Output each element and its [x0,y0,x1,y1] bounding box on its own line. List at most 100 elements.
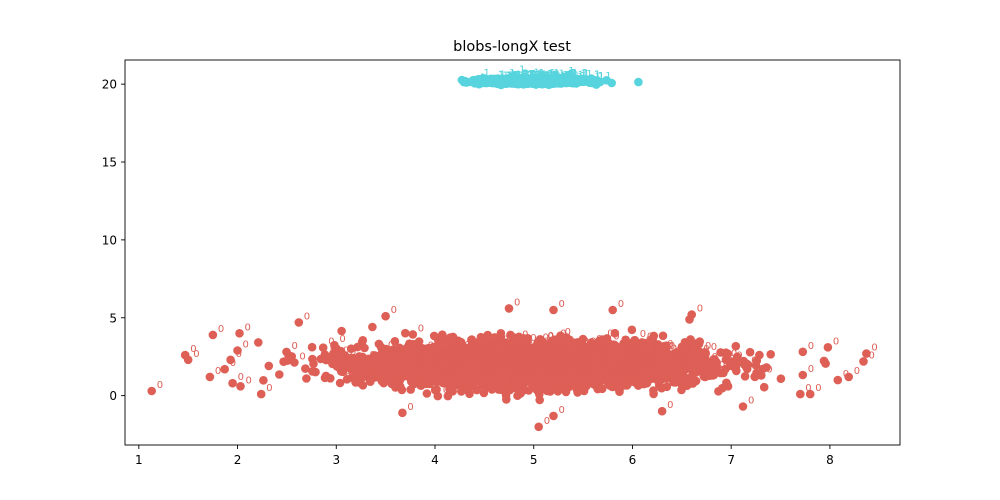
point-label: 0 [713,356,719,367]
data-point [714,387,723,396]
point-label: 0 [342,355,348,366]
data-point [275,370,284,379]
point-label: 0 [647,331,653,342]
point-label: 0 [579,367,585,378]
data-point [235,329,244,338]
data-point [365,369,375,379]
data-point [627,325,637,335]
data-point [798,370,808,380]
point-label: 0 [617,376,623,387]
point-label: 0 [413,354,419,365]
point-label: 0 [833,336,839,347]
point-label: 0 [578,349,584,360]
data-point [766,350,775,359]
point-label: 0 [646,355,652,366]
point-label: 0 [701,370,707,381]
point-label: 0 [654,342,660,353]
point-label: 0 [871,343,877,354]
point-label: 0 [522,370,528,381]
data-point [395,382,405,391]
data-point [534,422,543,432]
data-point [406,385,416,394]
point-label: 0 [671,344,677,355]
point-label: 0 [511,369,517,380]
point-label: 0 [432,345,438,356]
point-label: 0 [843,369,849,380]
point-label: 0 [328,337,334,348]
data-point [401,328,410,338]
chart-title: blobs-longX test [453,39,571,55]
point-label: 0 [215,366,221,377]
data-point [282,347,291,357]
point-label: 0 [703,344,709,355]
point-label: 0 [443,385,449,396]
point-label: 0 [697,304,703,315]
data-point [732,366,741,376]
data-point [759,382,769,392]
data-point [422,389,432,398]
data-point [798,347,808,357]
point-label: 0 [292,341,298,352]
point-label: 0 [404,349,410,360]
data-point [408,330,418,339]
data-point [374,339,384,349]
point-label: 0 [431,372,437,383]
point-label: 0 [230,358,236,369]
point-label: 0 [808,341,814,352]
point-label: 0 [245,322,251,333]
data-point [381,311,390,321]
point-label: 0 [668,365,674,376]
point-label: 0 [365,354,371,365]
point-label: 0 [690,359,696,370]
data-point [776,374,786,384]
point-label: 0 [854,366,860,377]
point-label: 0 [766,364,772,375]
data-point [308,367,317,376]
data-point [487,385,497,394]
data-point [228,378,237,388]
point-label: 0 [502,360,508,371]
data-point [316,354,326,364]
data-point [722,378,731,388]
data-point [236,382,245,391]
point-label: 0 [246,375,252,386]
point-label: 0 [606,368,612,379]
point-label: 0 [510,379,516,390]
point-label: 0 [569,345,575,356]
point-label: 0 [375,363,381,374]
point-label: 0 [635,362,641,373]
point-label: 0 [391,305,397,316]
point-label: 0 [559,405,565,416]
point-label: 0 [266,383,272,394]
point-label: 0 [618,299,624,310]
data-point [649,386,658,395]
point-label: 0 [601,350,607,361]
point-label: 0 [694,340,700,351]
data-point [740,372,750,381]
point-label: 0 [502,344,508,355]
data-point [398,408,407,418]
data-point [610,328,620,338]
point-label: 0 [361,371,367,382]
point-label: 0 [497,379,503,390]
data-point [687,310,696,319]
point-label: 0 [593,355,599,366]
data-point [308,354,317,364]
data-point [657,383,666,393]
point-label: 0 [407,402,413,413]
data-point [351,378,360,387]
data-point [302,374,311,383]
point-label: 0 [467,350,473,361]
point-label: 0 [751,356,757,367]
data-point [264,361,274,371]
point-label: 0 [542,379,548,390]
point-label: 0 [511,353,517,364]
data-point [549,411,558,421]
point-label: 0 [448,367,454,378]
point-label: 0 [243,340,249,351]
data-point [390,337,400,346]
point-label: 0 [350,347,356,358]
data-point [796,389,805,399]
